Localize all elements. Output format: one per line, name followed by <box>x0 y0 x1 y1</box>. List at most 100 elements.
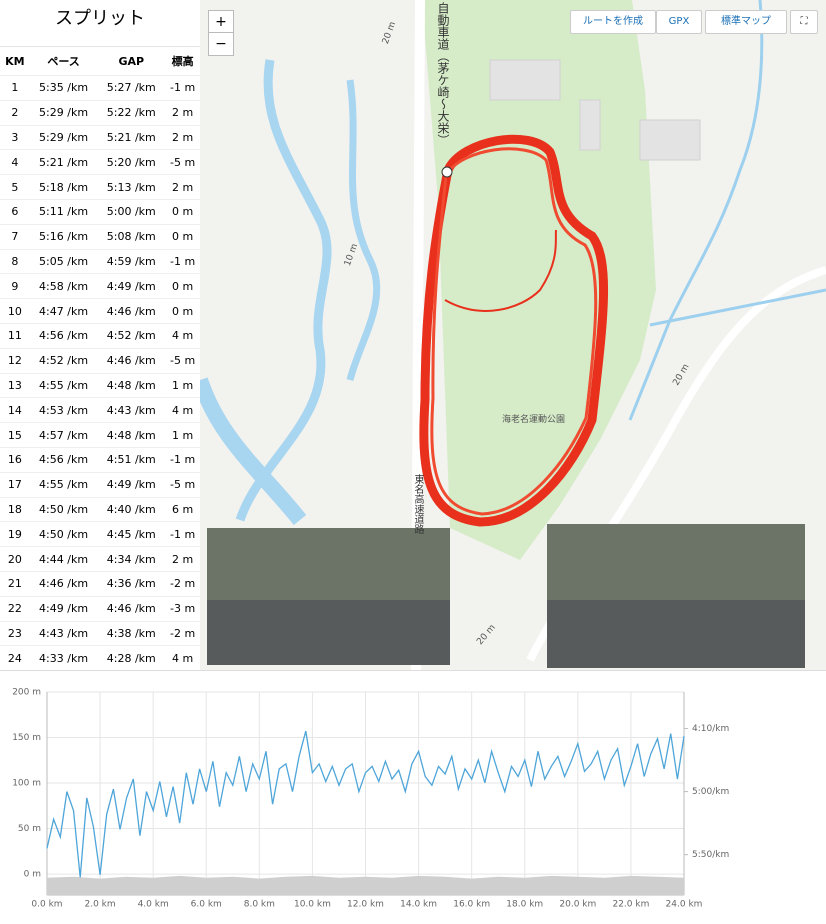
gpx-button[interactable]: GPX <box>656 10 702 34</box>
split-cell: 4:43 /km <box>97 397 166 423</box>
split-row: 3 5:29 /km 5:21 /km 2 m <box>0 124 200 150</box>
x-tick-label: 6.0 km <box>191 900 222 910</box>
split-row: 17 4:55 /km 4:49 /km -5 m <box>0 471 200 498</box>
split-cell: 4:49 /km <box>97 273 166 299</box>
split-cell: 4:46 /km <box>29 570 98 597</box>
split-cell: 4:43 /km <box>29 620 98 646</box>
split-cell: 2 <box>0 99 30 126</box>
column-header: 標高 <box>171 55 194 68</box>
zoom-in-button[interactable]: + <box>208 10 234 34</box>
split-cell: 4:38 /km <box>97 620 166 646</box>
split-cell: 6 m <box>165 496 200 522</box>
split-cell: 5:20 /km <box>97 149 166 175</box>
split-cell: 4:48 /km <box>97 422 166 448</box>
y-tick-label: 100 m <box>12 779 41 789</box>
split-row: 16 4:56 /km 4:51 /km -1 m <box>0 446 200 473</box>
split-cell: -1 m <box>165 446 200 473</box>
x-tick-label: 20.0 km <box>559 900 596 910</box>
split-cell: 4:57 /km <box>29 422 98 448</box>
split-cell: -2 m <box>165 620 200 646</box>
split-cell: 4:59 /km <box>97 248 166 274</box>
split-cell: 4:33 /km <box>29 645 98 671</box>
split-cell: 5:13 /km <box>97 174 166 200</box>
zoom-out-button[interactable]: − <box>208 32 234 56</box>
header-row: KM ペース GAP 標高 <box>0 47 200 76</box>
split-row: 5 5:18 /km 5:13 /km 2 m <box>0 174 200 200</box>
split-cell: 5:22 /km <box>97 99 166 126</box>
split-cell: 22 <box>0 595 30 622</box>
split-cell: 2 m <box>165 124 200 150</box>
x-tick-label: 4.0 km <box>138 900 169 910</box>
split-cell: 4:55 /km <box>29 471 98 498</box>
split-cell: 5:21 /km <box>29 149 98 175</box>
y-tick-label: 150 m <box>12 733 41 743</box>
split-cell: 4 m <box>165 322 200 349</box>
split-cell: -5 m <box>165 471 200 498</box>
split-cell: 1 <box>0 75 30 101</box>
split-cell: 4:56 /km <box>29 322 98 349</box>
split-cell: 2 m <box>165 546 200 572</box>
split-cell: 5 <box>0 174 30 200</box>
split-cell: 5:29 /km <box>29 99 98 126</box>
y2-tick-label: 4:10/km <box>692 724 729 734</box>
split-row: 12 4:52 /km 4:46 /km -5 m <box>0 347 200 374</box>
split-row: 20 4:44 /km 4:34 /km 2 m <box>0 546 200 572</box>
split-row: 10 4:47 /km 4:46 /km 0 m <box>0 298 200 324</box>
split-cell: 5:16 /km <box>29 223 98 250</box>
x-tick-label: 0.0 km <box>31 900 62 910</box>
split-row: 19 4:50 /km 4:45 /km -1 m <box>0 521 200 547</box>
split-cell: 6 <box>0 198 30 225</box>
split-row: 22 4:49 /km 4:46 /km -3 m <box>0 595 200 622</box>
split-cell: 4:56 /km <box>29 446 98 473</box>
fullscreen-button[interactable]: ⛶ <box>790 10 818 34</box>
map[interactable]: + − ルートを作成 GPX 標準マップ ⛶ 海老名運動公園 自動車道（茅ケ崎～… <box>200 0 826 670</box>
split-cell: 9 <box>0 273 30 299</box>
elevation-area <box>47 875 684 895</box>
split-cell: 5:18 /km <box>29 174 98 200</box>
split-cell: 13 <box>0 372 30 398</box>
split-cell: 4:50 /km <box>29 496 98 522</box>
split-cell: 1 m <box>165 422 200 448</box>
x-tick-label: 18.0 km <box>506 900 543 910</box>
x-tick-label: 12.0 km <box>347 900 384 910</box>
highway-label: 東名高速道路 <box>412 474 423 534</box>
park-label: 海老名運動公園 <box>502 415 566 425</box>
y2-tick-label: 5:00/km <box>692 787 729 797</box>
column-header: ペース <box>47 55 80 68</box>
split-cell: 0 m <box>165 223 200 250</box>
split-row: 4 5:21 /km 5:20 /km -5 m <box>0 149 200 175</box>
split-cell: 4:46 /km <box>97 595 166 622</box>
split-cell: 2 m <box>165 99 200 126</box>
column-header: KM <box>5 54 25 68</box>
split-row: 18 4:50 /km 4:40 /km 6 m <box>0 496 200 522</box>
split-cell: 4:45 /km <box>97 521 166 547</box>
split-cell: 4:36 /km <box>97 570 166 597</box>
split-cell: 4:50 /km <box>29 521 98 547</box>
split-cell: 4:40 /km <box>97 496 166 522</box>
split-cell: 5:08 /km <box>97 223 166 250</box>
split-cell: 4:58 /km <box>29 273 98 299</box>
y-tick-label: 200 m <box>12 688 41 698</box>
split-cell: 19 <box>0 521 30 547</box>
x-tick-label: 24.0 km <box>666 900 703 910</box>
split-row: 21 4:46 /km 4:36 /km -2 m <box>0 570 200 597</box>
split-cell: 12 <box>0 347 30 374</box>
split-cell: 3 <box>0 124 30 150</box>
split-cell: 0 m <box>165 273 200 299</box>
y2-tick-label: 5:50/km <box>692 850 729 860</box>
x-tick-label: 2.0 km <box>85 900 116 910</box>
split-cell: 21 <box>0 570 30 597</box>
split-row: 9 4:58 /km 4:49 /km 0 m <box>0 273 200 299</box>
y-tick-label: 0 m <box>24 870 41 880</box>
split-row: 11 4:56 /km 4:52 /km 4 m <box>0 322 200 349</box>
create-route-button[interactable]: ルートを作成 <box>570 10 656 34</box>
split-cell: 24 <box>0 645 30 671</box>
map-style-button[interactable]: 標準マップ <box>705 10 787 34</box>
map-canvas <box>200 0 826 670</box>
split-row: 15 4:57 /km 4:48 /km 1 m <box>0 422 200 448</box>
x-tick-label: 10.0 km <box>294 900 331 910</box>
split-cell: 4:53 /km <box>29 397 98 423</box>
column-header: GAP <box>118 54 145 68</box>
split-cell: 10 <box>0 298 30 324</box>
